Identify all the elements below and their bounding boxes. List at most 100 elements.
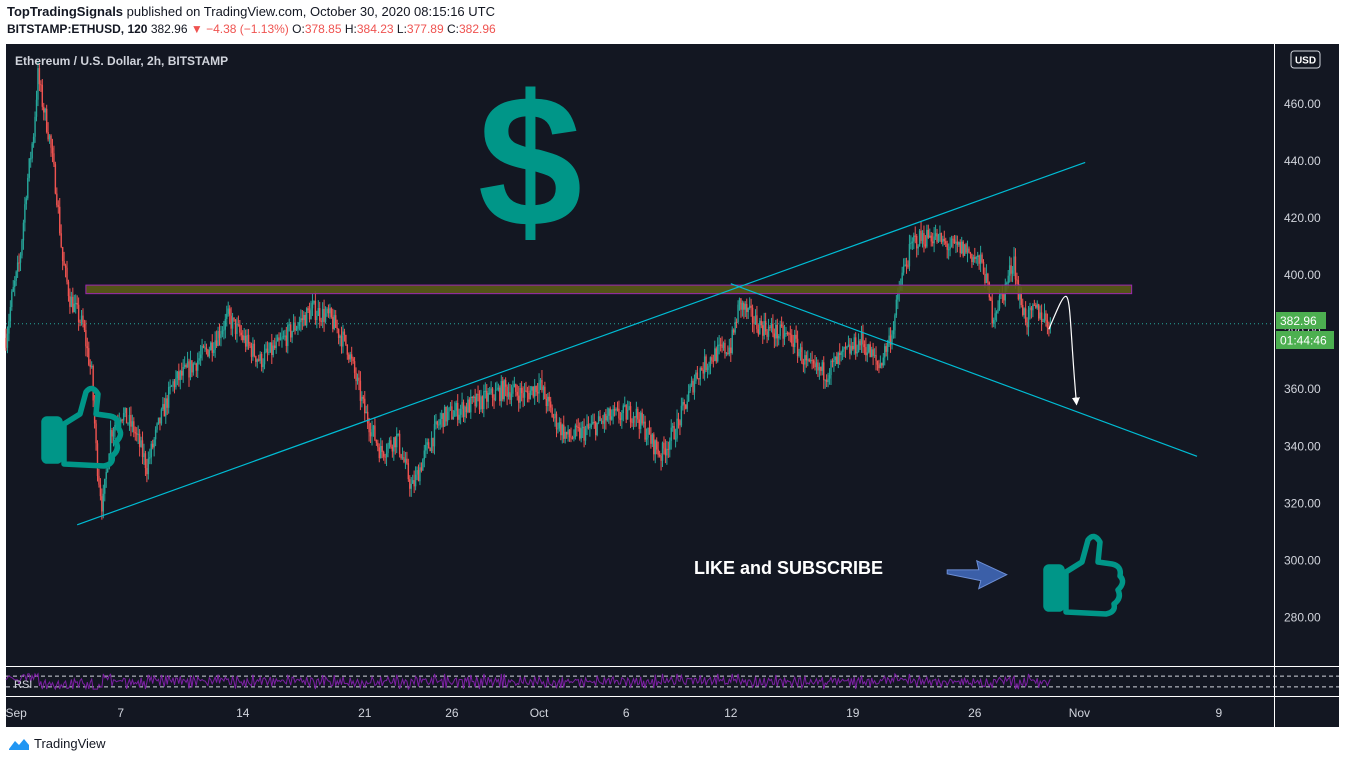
candle-body bbox=[375, 440, 378, 443]
candle-body bbox=[606, 415, 609, 421]
candle-body bbox=[978, 255, 980, 264]
candle-body bbox=[336, 327, 338, 329]
time-axis[interactable]: Sep 7 14 21 26 Oct 6 12 19 26 Nov 9 bbox=[5, 706, 1222, 720]
candle-body bbox=[29, 158, 32, 160]
rsi-pane bbox=[5, 672, 1339, 691]
candle-body bbox=[529, 390, 532, 400]
candle-body bbox=[789, 333, 792, 335]
candle-body bbox=[348, 354, 350, 360]
candle-body bbox=[975, 257, 977, 259]
candle-body bbox=[170, 385, 173, 387]
descending-trendline bbox=[730, 283, 1198, 457]
candle-body bbox=[657, 449, 659, 455]
candle-body bbox=[211, 342, 213, 353]
candle-body bbox=[910, 242, 912, 244]
candle-body bbox=[952, 238, 954, 240]
candle-body bbox=[541, 379, 543, 391]
currency-badge[interactable]: USD bbox=[1295, 56, 1316, 67]
candle-body bbox=[24, 204, 26, 223]
candle-body bbox=[1035, 305, 1037, 308]
candle-body bbox=[676, 418, 678, 439]
symbol-header: BITSTAMP:ETHUSD, 120 382.96 ▼ −4.38 (−1.… bbox=[7, 22, 496, 36]
candle-body bbox=[316, 315, 318, 320]
candle-body bbox=[958, 242, 960, 245]
candle-body bbox=[127, 423, 129, 425]
candle-body bbox=[934, 233, 937, 237]
candle-body bbox=[931, 241, 934, 244]
candle-body bbox=[751, 307, 754, 323]
candle-body bbox=[76, 302, 78, 305]
low-value: 377.89 bbox=[406, 22, 444, 36]
candle-body bbox=[502, 381, 504, 400]
candle-body bbox=[86, 346, 89, 349]
candle-body bbox=[61, 246, 64, 262]
candle-body bbox=[433, 423, 436, 447]
candle-body bbox=[461, 402, 463, 409]
candle-body bbox=[753, 322, 755, 324]
time-tick-label: 12 bbox=[724, 706, 738, 720]
candle-body bbox=[597, 416, 600, 423]
candle-body bbox=[971, 253, 973, 263]
candle-body bbox=[189, 360, 192, 378]
candle-body bbox=[594, 422, 597, 435]
currency-badge-box[interactable] bbox=[1290, 50, 1321, 69]
candle-body bbox=[59, 206, 61, 234]
candle-body bbox=[223, 329, 225, 331]
candle-body bbox=[274, 345, 276, 349]
candle-body bbox=[326, 308, 328, 314]
candle-body bbox=[396, 434, 398, 448]
candle-body bbox=[128, 415, 131, 424]
candle-body bbox=[1027, 309, 1030, 328]
candle-body bbox=[921, 233, 924, 241]
candle-body bbox=[635, 408, 638, 418]
candle-body bbox=[621, 413, 623, 420]
footer-logo[interactable]: TradingView bbox=[8, 736, 106, 751]
candle-body bbox=[493, 397, 495, 401]
candle-body bbox=[653, 434, 655, 455]
candle-body bbox=[298, 322, 301, 327]
candle-body bbox=[692, 380, 694, 393]
candle-body bbox=[201, 346, 203, 355]
candle-body bbox=[95, 423, 97, 444]
candle-body bbox=[1030, 307, 1033, 311]
candle-body bbox=[817, 362, 819, 371]
price-tag: 382.96 bbox=[1280, 314, 1317, 328]
candle-body bbox=[368, 423, 370, 433]
candle-body bbox=[432, 438, 434, 447]
candle-body bbox=[471, 396, 473, 398]
candle-body bbox=[413, 480, 415, 487]
candle-body bbox=[624, 405, 626, 407]
candle-body bbox=[933, 236, 935, 244]
candle-body bbox=[637, 408, 639, 420]
candle-body bbox=[904, 264, 906, 267]
candle-body bbox=[260, 353, 263, 368]
candle-body bbox=[995, 311, 998, 314]
candle-body bbox=[811, 359, 813, 361]
candle-body bbox=[384, 456, 386, 458]
candle-body bbox=[371, 429, 373, 437]
candle-body bbox=[90, 366, 93, 368]
candle-body bbox=[628, 406, 630, 410]
candle-body bbox=[314, 301, 317, 320]
candle-body bbox=[149, 457, 151, 459]
publisher-name[interactable]: TopTradingSignals bbox=[7, 4, 124, 19]
candle-body bbox=[783, 333, 786, 339]
candle-body bbox=[969, 252, 972, 254]
candle-body bbox=[215, 340, 218, 346]
candle-body bbox=[519, 387, 521, 403]
candle-body bbox=[567, 429, 569, 435]
candle-body bbox=[475, 393, 478, 407]
candle-body bbox=[634, 416, 636, 418]
candle-body bbox=[464, 406, 466, 418]
candle-body bbox=[888, 335, 890, 343]
candle-body bbox=[234, 319, 237, 334]
high-label: H: bbox=[344, 22, 357, 36]
time-tick-label: 14 bbox=[236, 706, 250, 720]
candle-body bbox=[499, 387, 501, 402]
candle-body bbox=[1024, 308, 1027, 323]
candle-body bbox=[27, 177, 29, 199]
candle-body bbox=[658, 454, 661, 456]
candle-body bbox=[457, 403, 459, 420]
candle-body bbox=[725, 352, 728, 354]
